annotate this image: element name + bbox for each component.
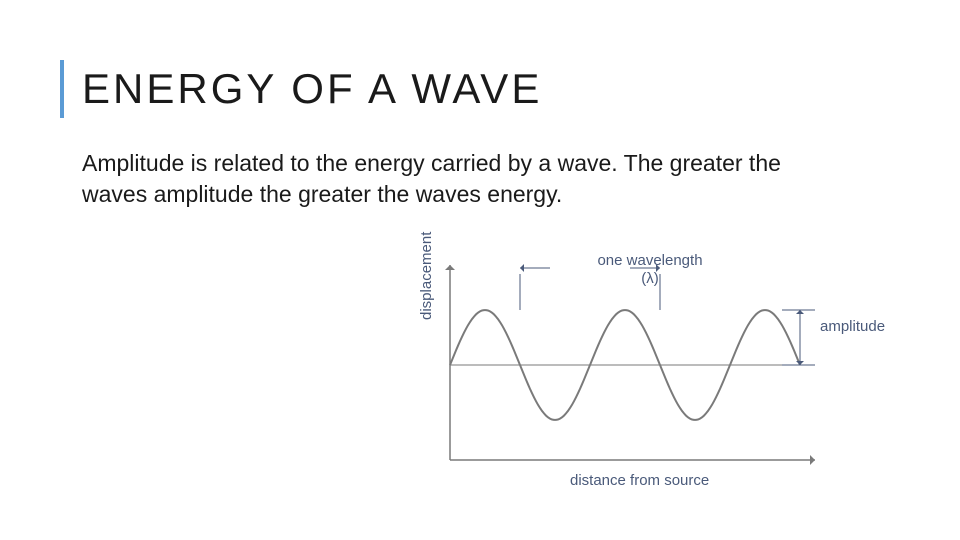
title-accent-bar <box>60 60 64 118</box>
wave-svg <box>420 250 900 500</box>
title-row: ENERGY OF A WAVE <box>60 60 880 118</box>
wavelength-label: one wavelength <box>580 252 720 269</box>
wavelength-symbol: (λ) <box>580 270 720 287</box>
slide-body-text: Amplitude is related to the energy carri… <box>82 148 802 210</box>
slide-title: ENERGY OF A WAVE <box>82 65 542 113</box>
wave-diagram: displacement distance from source one wa… <box>420 250 900 500</box>
y-axis-label: displacement <box>418 232 435 320</box>
x-axis-label: distance from source <box>570 472 709 489</box>
slide-container: ENERGY OF A WAVE Amplitude is related to… <box>0 0 960 540</box>
amplitude-label: amplitude <box>820 318 885 335</box>
